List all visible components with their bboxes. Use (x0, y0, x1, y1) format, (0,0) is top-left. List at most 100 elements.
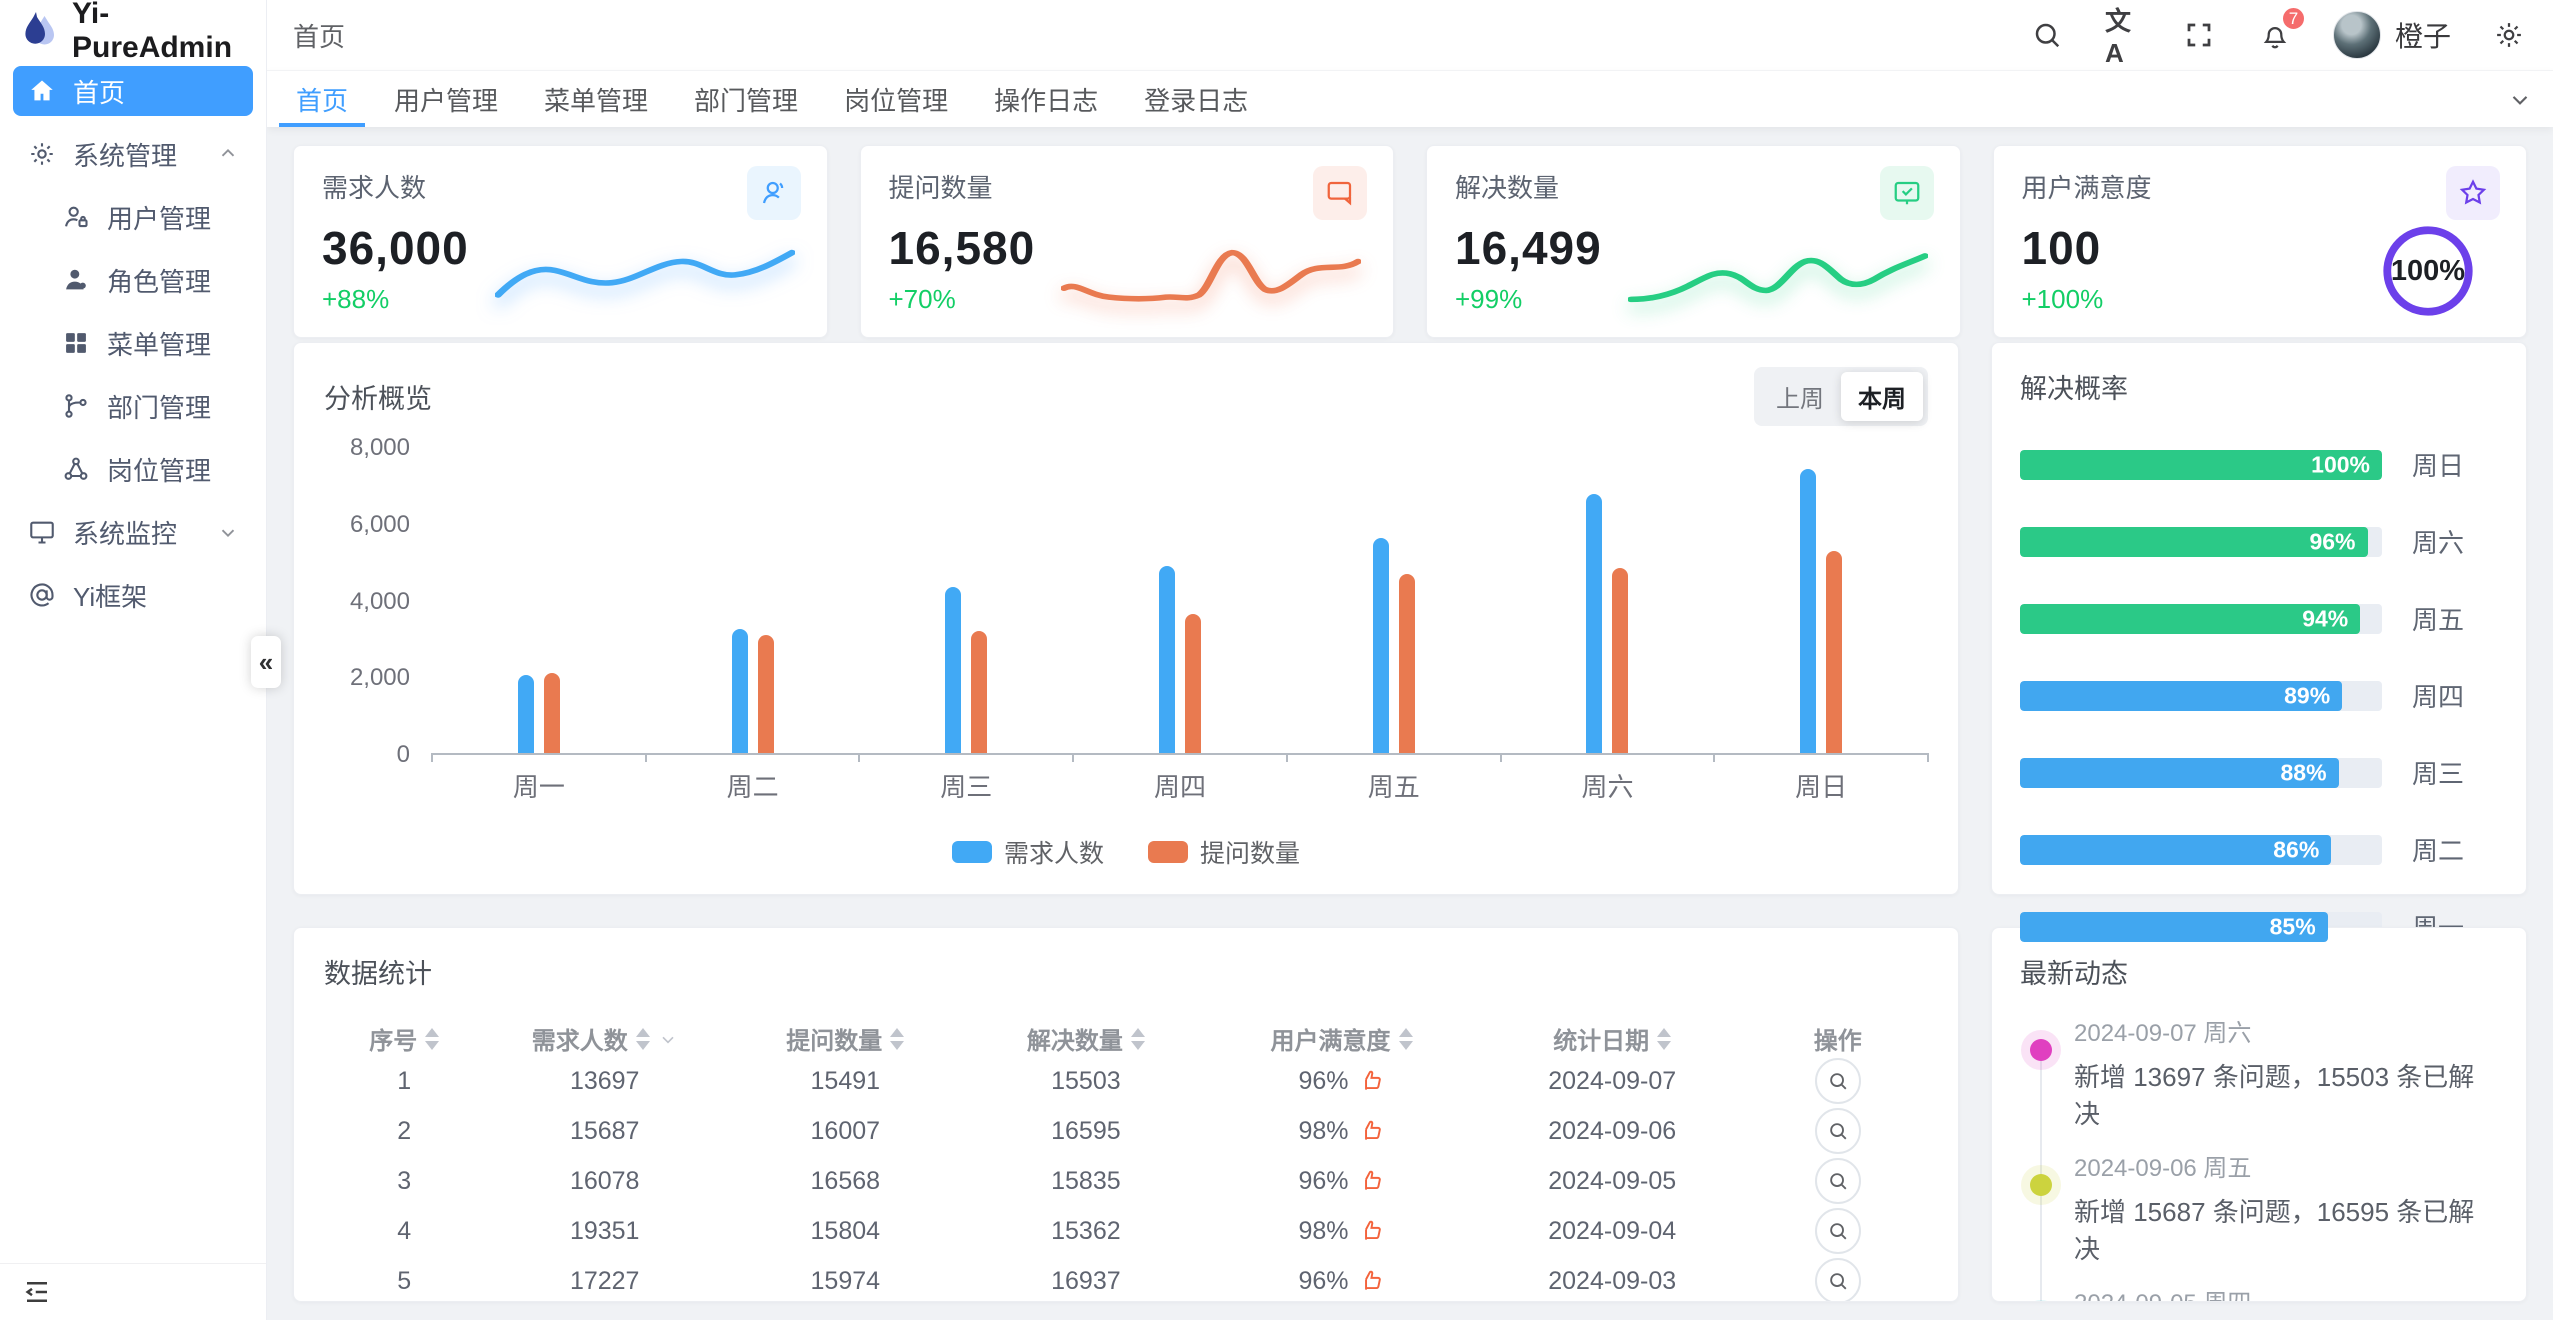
filter-chevron-down-icon[interactable] (658, 1029, 678, 1049)
analysis-title: 分析概览 (324, 384, 432, 414)
legend-item[interactable]: 需求人数 (951, 834, 1104, 870)
settings-gear-icon[interactable] (2491, 17, 2527, 53)
logo[interactable]: Yi-PureAdmin (0, 0, 266, 64)
y-axis: 8,000 6,000 4,000 2,000 0 (324, 434, 432, 768)
bar-提问数量[interactable] (1185, 613, 1202, 753)
bar-需求人数[interactable] (1586, 493, 1603, 753)
bar-需求人数[interactable] (731, 629, 748, 753)
row-view-button[interactable] (1814, 1108, 1861, 1154)
row-view-button[interactable] (1814, 1158, 1861, 1204)
axis-tick (1285, 753, 1288, 762)
chart-band (859, 448, 1073, 753)
column-header-label: 提问数量 (786, 1028, 883, 1055)
tabs-chevron-down-icon[interactable] (2487, 86, 2553, 112)
x-labels: 周一 周二 周三 周四 周五 周六 周日 (432, 767, 1928, 804)
bar-需求人数[interactable] (1159, 566, 1176, 753)
sidebar-item[interactable]: Yi框架 (13, 570, 253, 620)
user-menu[interactable]: 橙子 (2332, 11, 2451, 59)
chat-icon (1313, 166, 1367, 220)
table-cell: 2024-09-03 (1548, 1266, 1677, 1295)
tab-item[interactable]: 用户管理 (394, 85, 499, 116)
week-toggle-segment[interactable]: 本周 (1841, 372, 1923, 421)
sidebar-item[interactable]: 系统管理 (13, 129, 253, 179)
bar-需求人数[interactable] (1372, 537, 1389, 753)
row-view-button[interactable] (1814, 1208, 1861, 1254)
progress-fill: 86% (2020, 834, 2332, 865)
translate-icon[interactable]: 文A (2104, 6, 2131, 68)
column-header[interactable]: 解决数量 (966, 1021, 1207, 1056)
table-title: 数据统计 (324, 959, 432, 989)
menu-fold-icon[interactable] (22, 1277, 52, 1307)
tab-item[interactable]: 部门管理 (694, 85, 799, 116)
column-header[interactable]: 操作 (1748, 1021, 1928, 1056)
table-cell (1748, 1058, 1928, 1104)
tab-item[interactable]: 菜单管理 (544, 85, 649, 116)
table-cell: 5 (397, 1266, 412, 1295)
tab-item[interactable]: 首页 (273, 71, 371, 127)
sort-carets-icon[interactable] (1657, 1027, 1672, 1050)
bar-提问数量[interactable] (757, 634, 774, 753)
bar-提问数量[interactable] (1612, 568, 1629, 753)
timeline-date: 2024-09-07 周六 (2074, 1020, 2252, 1047)
search-icon[interactable] (2029, 17, 2065, 53)
legend-item[interactable]: 提问数量 (1148, 834, 1300, 870)
column-header[interactable]: 用户满意度 (1206, 1021, 1477, 1056)
bar-提问数量[interactable] (971, 631, 988, 753)
progress-percent-label: 86% (2273, 836, 2320, 862)
timeline-body: 2024-09-07 周六 新增 13697 条问题，15503 条已解决 (2074, 1013, 2498, 1131)
sidebar-menu: 首页系统管理用户管理角色管理菜单管理部门管理岗位管理系统监控 Yi框架 (0, 62, 266, 1263)
sidebar-subitem[interactable]: 部门管理 (13, 381, 253, 431)
column-header[interactable]: 序号 (324, 1021, 484, 1056)
bar-需求人数[interactable] (945, 587, 962, 753)
breadcrumb[interactable]: 首页 (293, 21, 346, 52)
sidebar-subitem[interactable]: 岗位管理 (13, 444, 253, 494)
sparkline-questions (1061, 249, 1361, 302)
sidebar-item-label: 用户管理 (107, 203, 212, 234)
sidebar-item[interactable]: 系统监控 (13, 507, 253, 557)
notification-bell-icon[interactable]: 7 (2257, 5, 2307, 53)
chevron-down-icon (217, 521, 239, 543)
bar-提问数量[interactable] (543, 672, 560, 753)
sort-carets-icon[interactable] (635, 1027, 650, 1050)
tab-item[interactable]: 操作日志 (994, 85, 1099, 116)
message-check-icon (1879, 166, 1934, 220)
table-cell: 3 (397, 1166, 412, 1195)
row-view-button[interactable] (1814, 1058, 1861, 1104)
dashboard-content: 需求人数 36,000 +88% 提问数量 16,580 +70% (267, 127, 2553, 1320)
sidebar-collapse-button[interactable]: « (251, 636, 281, 688)
sort-carets-icon[interactable] (890, 1027, 905, 1050)
row-view-button[interactable] (1814, 1258, 1861, 1301)
column-header[interactable]: 提问数量 (725, 1021, 966, 1056)
sidebar-subitem[interactable]: 用户管理 (13, 192, 253, 242)
progress-day-label: 周四 (2412, 682, 2465, 712)
sidebar-item[interactable]: 首页 (13, 66, 253, 116)
table-cell: 96% (1206, 1167, 1477, 1196)
sidebar-subitem[interactable]: 角色管理 (13, 255, 253, 305)
sort-carets-icon[interactable] (1398, 1027, 1413, 1050)
table-cell: 1 (397, 1066, 412, 1095)
week-toggle-segment[interactable]: 上周 (1776, 386, 1824, 413)
y-axis-label: 4,000 (349, 587, 410, 615)
fullscreen-icon[interactable] (2181, 17, 2217, 53)
table-cell: 15804 (810, 1216, 881, 1245)
column-header-label: 序号 (369, 1028, 418, 1055)
sort-carets-icon[interactable] (425, 1027, 440, 1050)
sort-carets-icon[interactable] (1130, 1027, 1145, 1050)
tab-item[interactable]: 登录日志 (1144, 85, 1249, 116)
main-region: 首页 文A 7 橙子 (267, 0, 2553, 1320)
probability-row: 96% 周六 (2020, 523, 2498, 560)
sidebar-subitem[interactable]: 菜单管理 (13, 318, 253, 368)
progress-percent-label: 88% (2280, 759, 2327, 785)
bar-提问数量[interactable] (1398, 573, 1415, 753)
column-header[interactable]: 需求人数 (484, 1021, 725, 1056)
column-header[interactable]: 统计日期 (1477, 1021, 1748, 1056)
bar-提问数量[interactable] (1826, 550, 1843, 753)
bar-需求人数[interactable] (1800, 468, 1817, 753)
tab-item[interactable]: 岗位管理 (844, 85, 949, 116)
progress-fill: 89% (2020, 680, 2343, 711)
axis-tick (1499, 753, 1502, 762)
chevron-up-icon (217, 143, 239, 165)
y-axis-label: 6,000 (349, 510, 410, 538)
chart-legend: 需求人数 提问数量 (324, 834, 1928, 870)
bar-需求人数[interactable] (517, 674, 534, 753)
